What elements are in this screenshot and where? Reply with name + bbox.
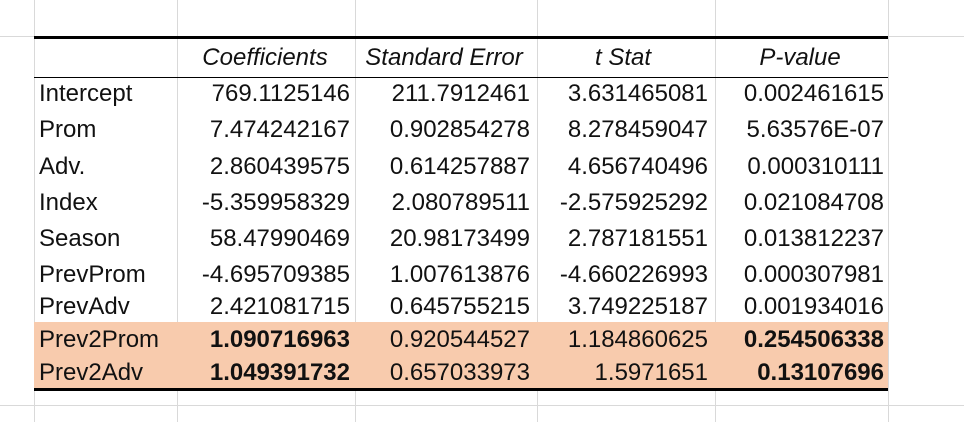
- standard-error-cell[interactable]: 0.614257887: [389, 152, 530, 180]
- p-value-cell[interactable]: 0.013812237: [743, 225, 884, 252]
- coefficient-cell[interactable]: 1.049391732: [209, 358, 350, 386]
- p-value-cell[interactable]: 0.000310111: [747, 152, 884, 180]
- coefficient-cell[interactable]: 1.090716963: [209, 325, 350, 353]
- header-cell-standard-error[interactable]: Standard Error: [365, 44, 523, 71]
- coefficient-cell[interactable]: 7.474242167: [209, 116, 350, 143]
- row-label-cell[interactable]: Prev2Prom: [39, 325, 160, 353]
- row-label-cell[interactable]: Adv.: [39, 152, 86, 180]
- table-row: PrevProm -4.695709385 1.007613876 -4.660226…: [34, 257, 888, 292]
- row-label-cell[interactable]: Prev2Adv: [39, 358, 144, 386]
- table-bottom-border: [34, 388, 888, 391]
- p-value-cell[interactable]: 0.13107696: [757, 358, 884, 386]
- p-value-cell[interactable]: 0.000307981: [743, 260, 884, 288]
- coefficient-cell[interactable]: -5.359958329: [201, 189, 350, 216]
- table-row: Prom 7.474242167 0.902854278 8.278459047 5.6…: [34, 112, 888, 148]
- standard-error-cell[interactable]: 0.657033973: [389, 358, 530, 386]
- table-row: PrevAdv 2.421081715 0.645755215 3.749225187…: [34, 292, 888, 322]
- t-stat-cell[interactable]: -4.660226993: [559, 260, 708, 288]
- table-row: Adv. 2.860439575 0.614257887 4.656740496 0.0…: [34, 148, 888, 185]
- coefficient-cell[interactable]: -4.695709385: [201, 260, 350, 288]
- standard-error-cell[interactable]: 20.98173499: [389, 225, 530, 252]
- t-stat-cell[interactable]: 4.656740496: [567, 152, 708, 180]
- row-label-cell[interactable]: PrevProm: [39, 260, 146, 288]
- p-value-cell[interactable]: 0.254506338: [743, 325, 884, 353]
- row-label-cell[interactable]: Prom: [39, 116, 97, 143]
- t-stat-cell[interactable]: 8.278459047: [567, 116, 708, 143]
- table-row: Index -5.359958329 2.080789511 -2.575925292…: [34, 185, 888, 221]
- table-row: Prev2Adv 1.049391732 0.657033973 1.5971651 0…: [34, 357, 888, 388]
- row-label-cell[interactable]: Season: [39, 225, 121, 252]
- standard-error-cell[interactable]: 2.080789511: [391, 189, 530, 216]
- t-stat-cell[interactable]: 1.5971651: [594, 358, 708, 386]
- header-cell-p-value[interactable]: P-value: [759, 44, 841, 71]
- standard-error-cell[interactable]: 0.902854278: [389, 116, 530, 143]
- standard-error-cell[interactable]: 211.7912461: [391, 79, 530, 107]
- t-stat-cell[interactable]: 1.184860625: [567, 325, 708, 353]
- header-cell-t-stat[interactable]: t Stat: [594, 44, 652, 71]
- t-stat-cell[interactable]: -2.575925292: [559, 189, 708, 216]
- p-value-cell[interactable]: 0.021084708: [743, 189, 884, 216]
- table-row: Season 58.47990469 20.98173499 2.787181551 0…: [34, 221, 888, 257]
- coefficient-cell[interactable]: 2.421081715: [209, 293, 350, 320]
- table-row: Intercept 769.1125146 211.7912461 3.6314650…: [34, 75, 888, 112]
- t-stat-cell[interactable]: 2.787181551: [567, 225, 708, 252]
- row-label-cell[interactable]: Intercept: [39, 79, 133, 107]
- t-stat-cell[interactable]: 3.749225187: [567, 293, 708, 320]
- coefficient-cell[interactable]: 58.47990469: [209, 225, 350, 252]
- header-row: Coefficients Standard Error t Stat P-val…: [34, 36, 888, 78]
- row-label-cell[interactable]: PrevAdv: [39, 293, 130, 320]
- p-value-cell[interactable]: 5.63576E-07: [746, 116, 884, 143]
- coefficient-cell[interactable]: 769.1125146: [211, 79, 350, 107]
- header-cell-empty[interactable]: [34, 39, 176, 77]
- p-value-cell[interactable]: 0.001934016: [743, 293, 884, 320]
- table-row: Prev2Prom 1.090716963 0.920544527 1.1848606…: [34, 322, 888, 357]
- standard-error-cell[interactable]: 0.920544527: [389, 325, 530, 353]
- header-cell-coefficients[interactable]: Coefficients: [202, 44, 328, 71]
- row-label-cell[interactable]: Index: [39, 189, 98, 216]
- t-stat-cell[interactable]: 3.631465081: [567, 79, 708, 107]
- coefficient-cell[interactable]: 2.860439575: [209, 152, 350, 180]
- standard-error-cell[interactable]: 1.007613876: [389, 260, 530, 288]
- p-value-cell[interactable]: 0.002461615: [743, 79, 884, 107]
- standard-error-cell[interactable]: 0.645755215: [389, 293, 530, 320]
